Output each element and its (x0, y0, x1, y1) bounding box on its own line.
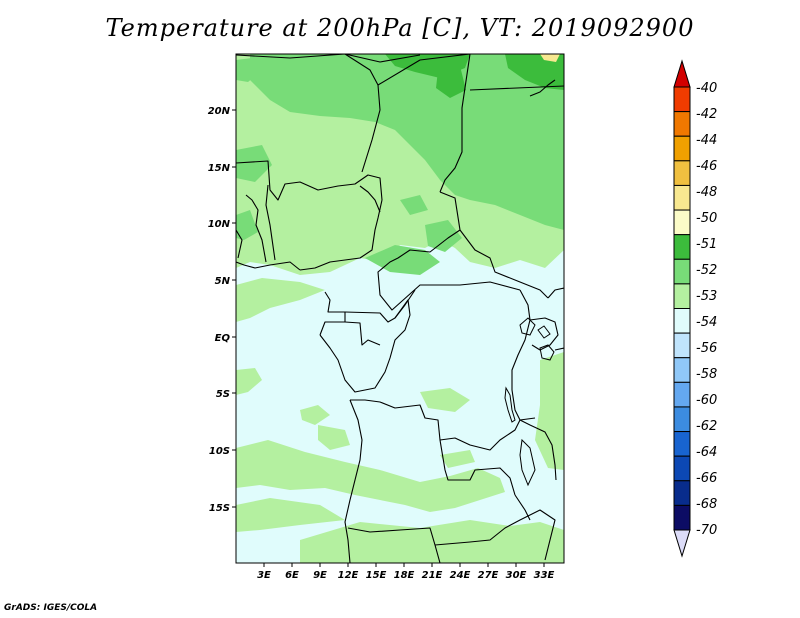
lat-label: 5N (215, 276, 231, 287)
colorbar-top-triangle (673, 59, 691, 88)
colorbar-cell (673, 209, 691, 236)
country-borders (236, 54, 564, 563)
lon-label: 12E (338, 570, 359, 581)
colorbar-cell (673, 332, 691, 359)
colorbar-label: -44 (696, 133, 717, 148)
temperature-region (236, 145, 272, 182)
lon-label: 27E (478, 570, 499, 581)
temperature-region (236, 278, 325, 322)
temperature-region (250, 54, 564, 230)
colorbar-label: -62 (696, 419, 717, 434)
temperature-region (540, 54, 560, 62)
longitude-axis: 3E 6E 9E 12E 15E 18E 21E 24E 27E 30E 33E (257, 570, 554, 581)
colorbar-cell (673, 381, 691, 408)
colorbar-label: -68 (696, 497, 717, 512)
colorbar-cell (673, 258, 691, 285)
lon-label: 18E (394, 570, 415, 581)
colorbar-cell (673, 135, 691, 162)
temperature-region (236, 498, 345, 532)
colorbar-cell (673, 406, 691, 433)
colorbar: -40 -42 -44 -46 -48 -50 -51 -52 -53 -54 … (673, 59, 717, 558)
colorbar-cell (673, 480, 691, 506)
colorbar-cell (673, 234, 691, 260)
temperature-region (535, 352, 564, 470)
temperature-region (318, 425, 350, 450)
colorbar-label: -40 (696, 81, 717, 96)
lon-label: 21E (422, 570, 443, 581)
colorbar-cell (673, 308, 691, 334)
lat-label: 10S (209, 446, 230, 457)
colorbar-label: -56 (696, 341, 717, 356)
lon-label: 30E (506, 570, 527, 581)
colorbar-cell (673, 283, 691, 309)
lon-label: 15E (366, 570, 387, 581)
temperature-region (300, 405, 330, 425)
lat-label: 15S (209, 503, 230, 514)
lat-label: 5S (216, 389, 230, 400)
temperature-region (400, 195, 428, 215)
lon-label: 6E (285, 570, 299, 581)
colorbar-cell (673, 86, 691, 113)
temperature-region (440, 450, 475, 468)
temperature-region (436, 66, 466, 98)
axis-ticks (232, 109, 545, 567)
lat-label: 20N (208, 106, 231, 117)
colorbar-cell (673, 455, 691, 482)
colorbar-label: -66 (696, 471, 717, 486)
map-title: Temperature at 200hPa [C], VT: 201909290… (105, 14, 695, 42)
plot-frame (235, 53, 565, 564)
colorbar-label: -54 (696, 315, 717, 330)
lon-label: 24E (450, 570, 471, 581)
lat-label: 10N (208, 219, 231, 230)
colorbar-cell (673, 184, 691, 211)
colorbar-label: -60 (696, 393, 717, 408)
colorbar-cell (673, 504, 691, 531)
lon-label: 3E (257, 570, 271, 581)
colorbar-label: -51 (696, 237, 717, 252)
temperature-region (236, 440, 505, 512)
colorbar-label: -50 (696, 211, 717, 226)
colorbar-cell (673, 111, 691, 137)
colorbar-cell (673, 357, 691, 383)
lon-label: 33E (534, 570, 555, 581)
colorbar-cell (673, 431, 691, 457)
lat-label: 15N (208, 163, 231, 174)
temperature-region (420, 388, 470, 412)
colorbar-label: -52 (696, 263, 717, 278)
latitude-axis: 20N 15N 10N 5N EQ 5S 10S 15S (208, 106, 231, 514)
colorbar-label: -58 (696, 367, 717, 382)
colorbar-label: -64 (696, 445, 717, 460)
colorbar-bottom-triangle (673, 529, 691, 558)
colorbar-label: -70 (696, 523, 717, 538)
colorbar-label: -53 (696, 289, 717, 304)
colorbar-label: -46 (696, 159, 717, 174)
lakes (504, 317, 555, 487)
temperature-region (236, 368, 262, 395)
colorbar-label: -48 (696, 185, 717, 200)
temperature-region (505, 54, 564, 90)
grads-credit: GrADS: IGES/COLA (4, 603, 98, 613)
map-plot-area (236, 54, 564, 563)
colorbar-cell (673, 160, 691, 186)
colorbar-label: -42 (696, 107, 717, 122)
temperature-region (236, 58, 260, 82)
lon-label: 9E (313, 570, 327, 581)
lat-label: EQ (215, 333, 231, 344)
temperature-region (236, 210, 258, 240)
temperature-region (425, 220, 462, 252)
